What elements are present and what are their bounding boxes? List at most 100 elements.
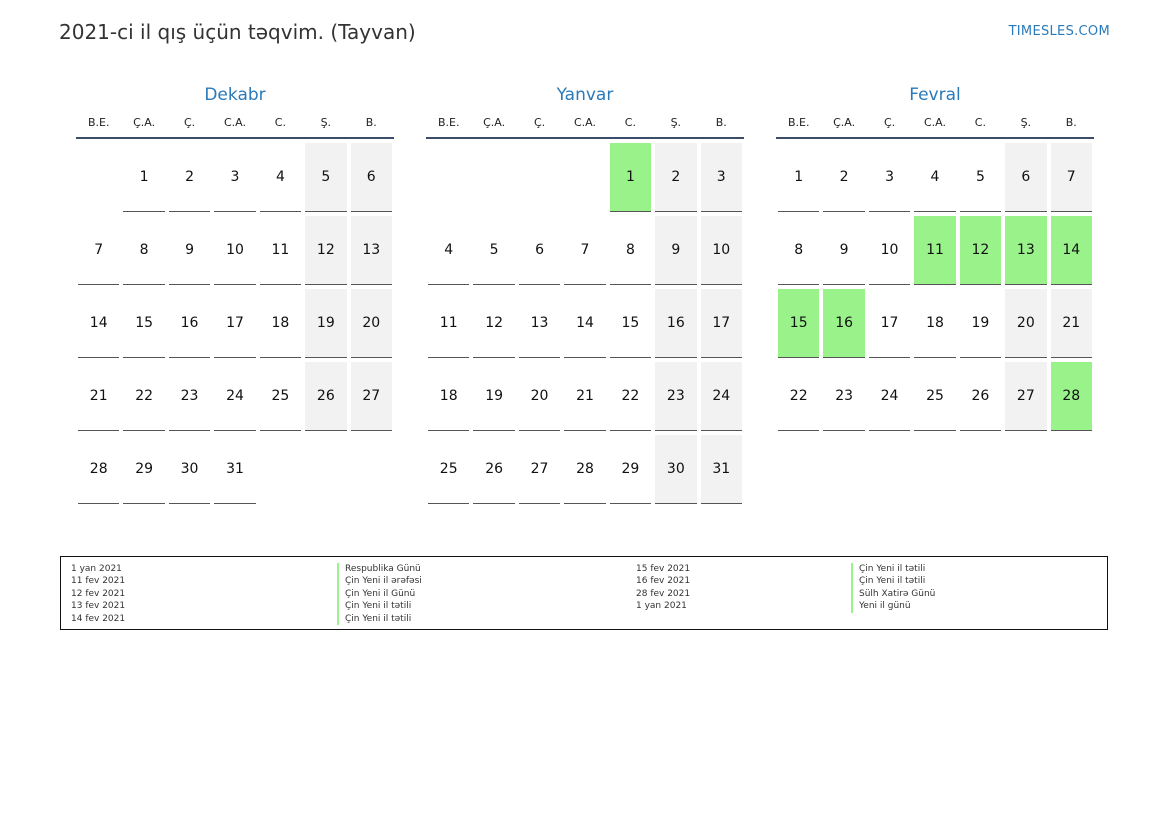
day-cell: 20 (1005, 289, 1047, 358)
day-cell: 30 (168, 435, 211, 504)
legend-holiday-name: Çin Yeni il tətili (337, 612, 422, 625)
legend-date: 14 fev 2021 (71, 613, 126, 624)
day-cell: 13 (350, 216, 392, 285)
month-name: Yanvar (556, 85, 614, 105)
day-cell: 22 (609, 362, 652, 431)
day-cell: 19 (473, 362, 515, 431)
day-cell: 9 (655, 216, 697, 285)
weekday-label: Ç. (533, 116, 546, 129)
legend-holiday-name: Çin Yeni il ərəfəsi (337, 575, 422, 588)
day-cell: 29 (609, 435, 652, 504)
holiday-day-cell: 16 (823, 289, 865, 358)
month-calendar-yanvar: Yanvar B.E. Ç.A. Ç. C.A. C. Ş. B. 1 2 3 4 5 6 7 8 9 10 1… (426, 84, 744, 508)
day-cell: 17 (700, 289, 742, 358)
day-cell: 7 (78, 216, 120, 285)
month-name: Dekabr (204, 85, 266, 105)
holiday-day-cell: 15 (778, 289, 820, 358)
day-cell: 14 (564, 289, 606, 358)
weekday-label: Ş. (1020, 116, 1032, 129)
empty-cell (428, 143, 469, 212)
weekday-header: B.E. Ç.A. Ç. C.A. C. Ş. B. (76, 112, 394, 139)
day-cell: 27 (1005, 362, 1047, 431)
legend-date: 11 fev 2021 (71, 576, 126, 587)
legend-date: 13 fev 2021 (71, 601, 126, 612)
legend-holiday-name: Sülh Xatirə Günü (851, 587, 935, 601)
day-cell: 31 (214, 435, 256, 504)
day-cell: 20 (350, 289, 392, 358)
day-cell: 18 (914, 289, 956, 358)
weekday-label: Ş. (320, 116, 332, 129)
day-cell: 26 (959, 362, 1002, 431)
page-title: 2021-ci il qış üçün təqvim. (Tayvan) (59, 20, 416, 44)
weekday-label: Ç. (883, 116, 896, 129)
day-cell: 19 (959, 289, 1002, 358)
weekday-label: B.E. (87, 116, 110, 129)
weekday-label: C.A. (923, 116, 946, 129)
day-cell: 6 (1005, 143, 1047, 212)
day-cell: 28 (564, 435, 606, 504)
legend-date: 15 fev 2021 (636, 564, 691, 574)
weekday-label: B. (715, 116, 727, 129)
day-grid: 1 2 3 4 5 6 7 8 9 10 11 12 13 14 15 16 17 18 19 20 21 22 23 24 2… (426, 143, 744, 508)
holiday-day-cell: 11 (914, 216, 956, 285)
weekday-label: B. (365, 116, 377, 129)
day-cell: 30 (655, 435, 697, 504)
weekday-label: B. (1065, 116, 1077, 129)
weekday-label: Ç. (183, 116, 196, 129)
legend-holiday-name: Çin Yeni il Günü (337, 587, 422, 601)
empty-cell (78, 143, 119, 212)
day-cell: 25 (259, 362, 302, 431)
legend-holiday-name: Respublika Günü (337, 563, 422, 576)
day-cell: 21 (1050, 289, 1092, 358)
day-cell: 24 (700, 362, 742, 431)
day-cell: 5 (959, 143, 1002, 212)
day-cell: 27 (518, 435, 561, 504)
day-cell: 26 (473, 435, 515, 504)
weekday-label: C. (624, 116, 636, 129)
legend-holiday-name: Çin Yeni il tətili (337, 600, 422, 613)
legend-date: 16 fev 2021 (636, 576, 691, 587)
legend-holiday-name: Yeni il günü (851, 600, 935, 613)
day-cell: 15 (123, 289, 165, 358)
day-cell: 9 (823, 216, 865, 285)
weekday-label: C.A. (223, 116, 246, 129)
day-cell: 17 (868, 289, 911, 358)
weekday-label: B.E. (787, 116, 810, 129)
weekday-header: B.E. Ç.A. Ç. C.A. C. Ş. B. (426, 112, 744, 139)
site-link[interactable]: TIMESLES.COM (1008, 24, 1110, 39)
day-cell: 6 (350, 143, 392, 212)
weekday-label: C. (274, 116, 286, 129)
day-grid: 1 2 3 4 5 6 7 8 9 10 11 12 13 14 15 16 17 18 19 20 21 22 23 24 2… (76, 143, 394, 508)
weekday-label: Ç.A. (833, 116, 856, 129)
day-cell: 31 (700, 435, 742, 504)
month-calendar-dekabr: Dekabr B.E. Ç.A. Ç. C.A. C. Ş. B. 1 2 3 4 5 6 7 8 9 10 1… (76, 84, 394, 508)
holiday-day-cell: 13 (1005, 216, 1047, 285)
day-cell: 6 (518, 216, 561, 285)
day-cell: 4 (259, 143, 302, 212)
day-cell: 5 (305, 143, 347, 212)
holiday-day-cell: 12 (959, 216, 1002, 285)
day-cell: 3 (700, 143, 742, 212)
day-cell: 25 (914, 362, 956, 431)
day-cell: 3 (868, 143, 911, 212)
weekday-label: C.A. (573, 116, 596, 129)
day-cell: 24 (214, 362, 256, 431)
day-cell: 16 (655, 289, 697, 358)
day-cell: 10 (700, 216, 742, 285)
day-cell: 9 (168, 216, 211, 285)
day-cell: 13 (518, 289, 561, 358)
day-cell: 23 (823, 362, 865, 431)
day-cell: 12 (305, 216, 347, 285)
weekday-label: B.E. (437, 116, 460, 129)
month-name: Fevral (909, 85, 961, 105)
day-cell: 10 (214, 216, 256, 285)
day-cell: 18 (428, 362, 470, 431)
day-cell: 7 (564, 216, 606, 285)
day-cell: 19 (305, 289, 347, 358)
empty-cell (473, 143, 514, 212)
legend-date: 12 fev 2021 (71, 588, 126, 599)
day-cell: 12 (473, 289, 515, 358)
day-cell: 7 (1050, 143, 1092, 212)
day-cell: 2 (168, 143, 211, 212)
holiday-day-cell: 28 (1050, 362, 1092, 431)
